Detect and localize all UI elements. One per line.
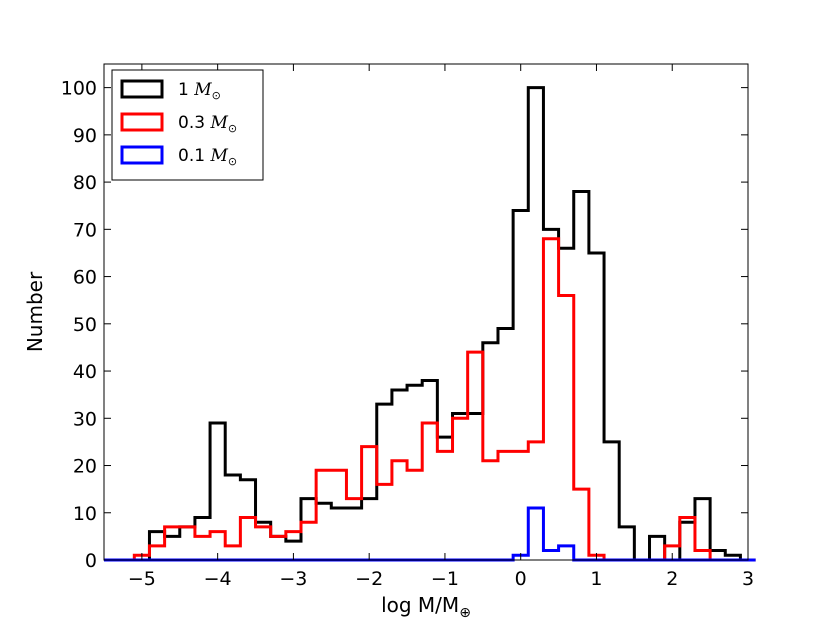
x-tick-label: 0 — [515, 568, 527, 590]
x-tick-label: −5 — [128, 568, 156, 590]
x-tick-label: −2 — [355, 568, 383, 590]
y-tick-label: 30 — [73, 408, 97, 430]
series-0-histogram-line — [104, 86, 756, 562]
y-tick-label: 10 — [73, 503, 97, 525]
legend-label-2: 0.1 M⊙ — [178, 146, 237, 168]
y-tick-label: 60 — [73, 267, 97, 289]
x-axis-label: log M/M⊕ — [381, 593, 471, 621]
x-tick-label: 2 — [666, 568, 678, 590]
legend: 1 M⊙ 0.3 M⊙ 0.1 M⊙ — [111, 69, 264, 181]
x-tick-label: −4 — [204, 568, 232, 590]
y-axis-label: Number — [23, 271, 47, 352]
x-tick-label: 3 — [742, 568, 754, 590]
legend-label-1: 0.3 M⊙ — [178, 113, 237, 135]
legend-label-0: 1 M⊙ — [178, 80, 221, 102]
y-tick-label: 90 — [73, 125, 97, 147]
legend-swatch-0 — [120, 79, 164, 99]
y-tick-label: 50 — [73, 314, 97, 336]
x-tick-label: 1 — [590, 568, 602, 590]
legend-swatch-1 — [120, 112, 164, 132]
x-axis-label-subscript: ⊕ — [459, 605, 471, 621]
y-tick-label: 40 — [73, 361, 97, 383]
plot-frame — [103, 63, 749, 561]
y-tick-label: 0 — [85, 550, 97, 572]
y-tick-label: 100 — [61, 78, 97, 100]
legend-swatch-2 — [120, 145, 164, 165]
y-tick-label: 70 — [73, 219, 97, 241]
y-tick-label: 20 — [73, 456, 97, 478]
x-tick-label: −1 — [431, 568, 459, 590]
y-tick-label: 80 — [73, 172, 97, 194]
x-tick-label: −3 — [279, 568, 307, 590]
